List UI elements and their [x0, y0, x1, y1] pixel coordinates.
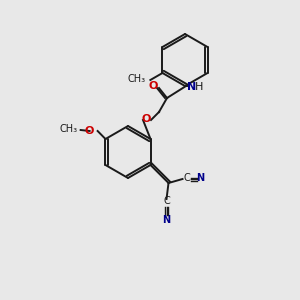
Text: CH₃: CH₃ [127, 74, 146, 84]
Text: C: C [163, 196, 170, 206]
Text: CH₃: CH₃ [59, 124, 78, 134]
Text: N: N [187, 82, 196, 92]
Text: O: O [141, 114, 151, 124]
Text: C: C [183, 173, 190, 183]
Text: O: O [84, 126, 94, 136]
Text: N: N [196, 173, 205, 183]
Text: O: O [148, 81, 158, 91]
Text: H: H [195, 82, 203, 92]
Text: N: N [163, 215, 171, 225]
